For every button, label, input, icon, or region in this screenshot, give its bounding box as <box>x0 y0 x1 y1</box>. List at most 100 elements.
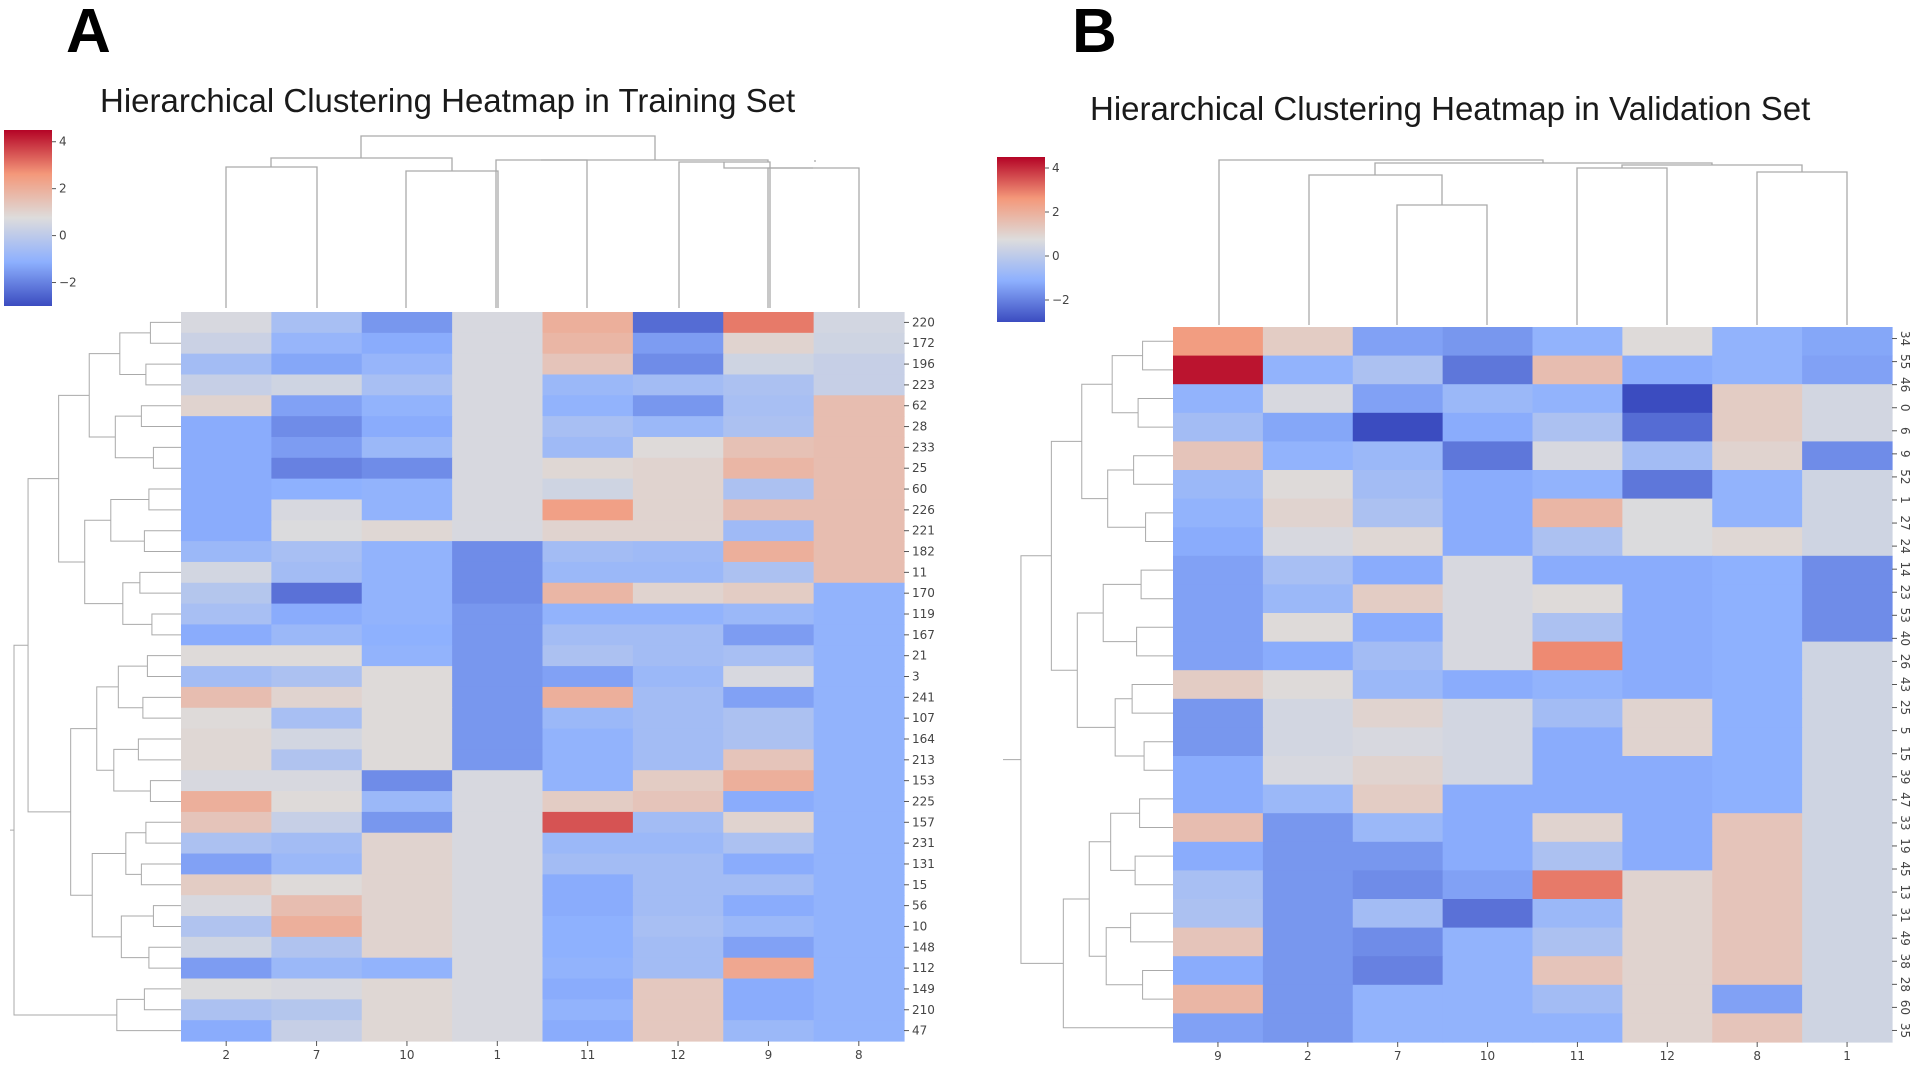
heatmap-cell <box>181 582 272 605</box>
heatmap-cell <box>542 520 634 542</box>
heatmap-cell <box>1262 1013 1354 1043</box>
row-tick-label: 233 <box>912 440 935 454</box>
heatmap-cell <box>1442 355 1534 385</box>
heatmap-cell <box>723 1020 815 1042</box>
heatmap-cell <box>452 728 544 750</box>
row-tick-label: 167 <box>912 628 935 642</box>
row-tick-label: 25 <box>1898 700 1910 715</box>
heatmap-cell <box>632 436 724 459</box>
dendrogram-branch <box>1140 569 1173 600</box>
heatmap-cell <box>1262 870 1354 900</box>
heatmap-cell <box>542 853 634 875</box>
row-tick-label: 241 <box>912 690 935 704</box>
heatmap-cell <box>542 686 634 709</box>
row-tick-label: 153 <box>912 774 935 788</box>
heatmap-cell <box>632 707 724 730</box>
heatmap-cell <box>813 332 905 355</box>
heatmap-cell <box>723 520 815 542</box>
heatmap-cell <box>361 353 453 376</box>
heatmap-cell <box>181 499 272 521</box>
heatmap-cell <box>1352 355 1444 385</box>
heatmap-cell <box>452 999 544 1021</box>
heatmap-cell <box>1532 355 1623 385</box>
row-tick-label: 225 <box>912 794 935 808</box>
heatmap-cell <box>1262 899 1354 929</box>
heatmap-cell <box>452 666 544 688</box>
heatmap-cell <box>361 749 453 771</box>
heatmap-cell <box>1262 956 1354 986</box>
heatmap-cell <box>452 874 544 896</box>
dendrogram-branch <box>114 415 154 459</box>
heatmap-cell <box>271 895 363 917</box>
heatmap-cell <box>723 645 815 667</box>
heatmap-cell <box>1712 384 1803 414</box>
heatmap-cell <box>181 645 272 667</box>
heatmap-cell <box>632 582 724 605</box>
dendrogram-branch <box>88 353 120 438</box>
heatmap-cell <box>542 561 634 584</box>
heatmap-cell <box>271 541 363 563</box>
heatmap-cell <box>271 936 363 959</box>
heatmap-cell <box>452 1020 544 1042</box>
dendrogram-branch <box>1050 440 1082 671</box>
heatmap-cell <box>1622 956 1713 986</box>
row-tick-label: 182 <box>912 545 935 559</box>
heatmap-cell <box>813 999 905 1021</box>
heatmap-cell <box>1173 441 1264 471</box>
dendrogram-branch <box>142 696 181 719</box>
heatmap-cell <box>1802 527 1893 557</box>
heatmap-cell <box>1712 555 1803 585</box>
heatmap-cell <box>1442 841 1534 871</box>
heatmap-cell <box>1262 613 1354 643</box>
heatmap-cell <box>1712 584 1803 614</box>
heatmap-cell <box>632 832 724 855</box>
heatmap-cell <box>813 457 905 480</box>
heatmap-cell <box>1712 984 1803 1014</box>
heatmap-cell <box>813 520 905 542</box>
heatmap-cell <box>723 728 815 750</box>
row-tick-label: 53 <box>1898 608 1910 623</box>
heatmap-cell <box>1442 813 1534 843</box>
heatmap-cell <box>452 478 544 501</box>
dendrogram-branch <box>139 571 181 594</box>
heatmap-cell <box>1712 441 1803 471</box>
row-tick-label: 38 <box>1898 954 1910 969</box>
dendrogram-branch <box>1111 355 1143 414</box>
dendrogram-branch <box>120 915 154 959</box>
heatmap-cell <box>1262 813 1354 843</box>
row-tick-label: 0 <box>1898 404 1910 412</box>
heatmap-cell <box>271 957 363 980</box>
heatmap-cell <box>1442 327 1534 357</box>
heatmap-cell <box>1802 927 1893 957</box>
heatmap-cell <box>452 957 544 980</box>
heatmap-cell <box>361 874 453 896</box>
heatmap-cell <box>1352 956 1444 986</box>
heatmap-cell <box>181 478 272 501</box>
heatmap-cell <box>1173 956 1264 986</box>
heatmap-cell <box>1622 412 1713 442</box>
row-tick-label: 55 <box>1898 354 1910 369</box>
heatmap-cell <box>813 686 905 709</box>
heatmap-cell <box>1622 613 1713 643</box>
heatmap-cell <box>723 916 815 938</box>
heatmap-cell <box>723 416 815 438</box>
heatmap-cell <box>723 541 815 563</box>
heatmap-cell <box>813 707 905 730</box>
heatmap-cell <box>542 436 634 459</box>
row-tick-label: 31 <box>1898 908 1910 923</box>
heatmap-cell <box>632 561 724 584</box>
heatmap-cell <box>271 749 363 771</box>
row-tick-label: 25 <box>912 461 927 475</box>
heatmap-cell <box>632 520 724 542</box>
heatmap-cell <box>542 895 634 917</box>
heatmap-cell <box>1352 412 1444 442</box>
heatmap-cell <box>1802 584 1893 614</box>
heatmap-cell <box>813 395 905 417</box>
heatmap-cell <box>361 520 453 542</box>
row-tick-label: 226 <box>912 503 935 517</box>
heatmap-cell <box>452 312 544 334</box>
heatmap-cell <box>1352 384 1444 414</box>
heatmap-cell <box>1352 641 1444 671</box>
colorbar-tick-label: 0 <box>59 229 67 243</box>
row-tick-label: 6 <box>1898 427 1910 435</box>
